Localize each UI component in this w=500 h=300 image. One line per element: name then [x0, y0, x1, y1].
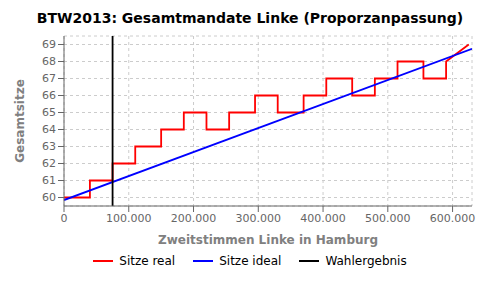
html-text:Sitze ideal: Sitze ideal	[219, 254, 282, 268]
svg-text:64: 64	[42, 123, 56, 136]
svg-text:100.000: 100.000	[106, 212, 152, 225]
svg-text:69: 69	[42, 38, 56, 51]
svg-text:63: 63	[42, 140, 56, 153]
html-text:BTW2013: Gesamtmandate Linke (: BTW2013: Gesamtmandate Linke (Proporzanp…	[36, 10, 464, 26]
svg-text:61: 61	[42, 174, 56, 187]
svg-text:400.000: 400.000	[300, 212, 346, 225]
svg-text:68: 68	[42, 55, 56, 68]
html-text:Sitze real: Sitze real	[119, 254, 176, 268]
svg-text:60: 60	[42, 191, 56, 204]
html-text:Wahlergebnis: Wahlergebnis	[325, 254, 407, 268]
svg-text:Gesamtsitze: Gesamtsitze	[13, 79, 27, 163]
svg-text:600.000: 600.000	[430, 212, 476, 225]
svg-text:65: 65	[42, 106, 56, 119]
svg-text:500.000: 500.000	[365, 212, 411, 225]
svg-text:62: 62	[42, 157, 56, 170]
svg-text:66: 66	[42, 89, 56, 102]
svg-text:67: 67	[42, 72, 56, 85]
svg-text:200.000: 200.000	[171, 212, 217, 225]
svg-text:300.000: 300.000	[236, 212, 282, 225]
svg-text:Zweitstimmen Linke in Hamburg: Zweitstimmen Linke in Hamburg	[158, 233, 378, 247]
svg-text:0: 0	[61, 212, 68, 225]
